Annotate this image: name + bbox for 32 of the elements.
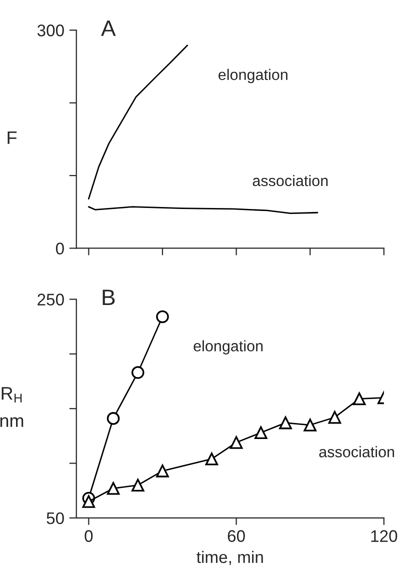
x-tick-label: 60 <box>228 530 245 542</box>
series-label: association <box>252 174 328 186</box>
line-series <box>88 44 188 200</box>
x-tick-label: 120 <box>371 530 398 542</box>
text: elongation <box>194 340 263 354</box>
point <box>279 416 292 430</box>
point <box>328 410 342 424</box>
point <box>106 412 120 425</box>
y-axis-title: R$_{H}$ nm <box>0 387 24 427</box>
y-tick-label: 250 <box>38 294 64 306</box>
y-axis-title: F <box>8 131 17 144</box>
point <box>205 452 218 466</box>
chart-title: B <box>102 290 115 306</box>
line-series <box>88 206 318 214</box>
text: elongation <box>218 68 288 84</box>
point <box>131 478 144 492</box>
point <box>131 366 144 379</box>
series-label: association <box>319 446 394 458</box>
chart-title: A <box>101 20 116 36</box>
point <box>230 436 243 449</box>
x-tick-label: 0 <box>84 530 93 542</box>
point <box>82 495 96 508</box>
point <box>352 392 366 406</box>
point <box>304 418 316 432</box>
x-axis-title: time, min <box>196 550 263 566</box>
y-tick-label: 50 <box>46 512 64 524</box>
point <box>254 426 268 440</box>
y-tick-label: 0 <box>56 242 64 254</box>
point <box>156 464 169 478</box>
y-tick-label: 300 <box>37 24 64 36</box>
point <box>156 310 169 324</box>
point <box>106 482 120 495</box>
